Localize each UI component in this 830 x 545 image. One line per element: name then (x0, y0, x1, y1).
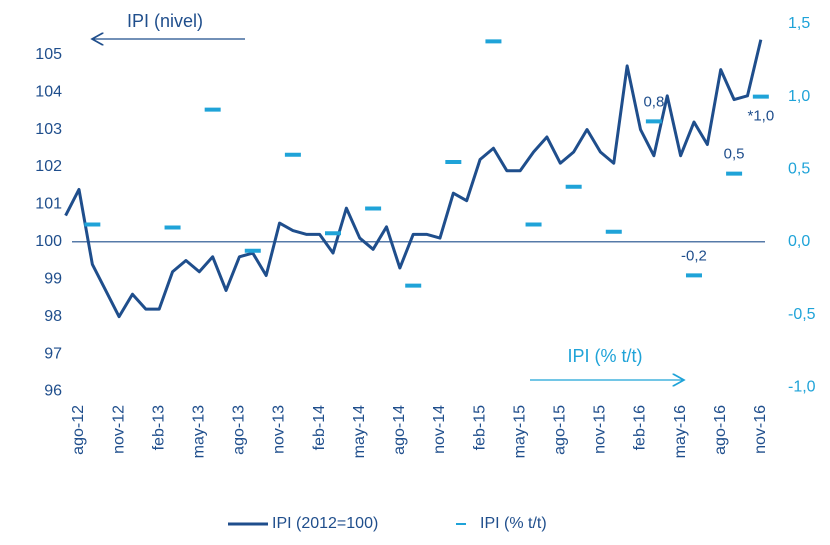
x-tick-label: may-14 (351, 405, 368, 458)
data-label: 0,5 (724, 146, 745, 163)
y-tick-label: 97 (44, 345, 62, 362)
data-label: -0,2 (681, 247, 707, 264)
x-tick-label: ago-14 (391, 405, 408, 455)
y2-tick-label: -0,5 (788, 306, 816, 323)
x-tick-label: ago-13 (231, 405, 248, 455)
line (64, 39, 763, 319)
y-tick-label: 101 (35, 196, 62, 213)
x-tick-label: ago-15 (552, 405, 569, 455)
x-tick-label: may-13 (191, 405, 208, 458)
x-tick-label: ago-16 (712, 405, 729, 455)
y-tick-label: 105 (35, 46, 62, 63)
x-tick-label: nov-16 (752, 405, 769, 454)
annotation: IPI (nivel) (127, 11, 203, 31)
data-label: *1,0 (747, 108, 774, 125)
y-tick-label: 104 (35, 83, 62, 100)
x-tick-label: may-15 (511, 405, 528, 458)
y2-tick-label: -1,0 (788, 379, 816, 396)
x-tick-label: nov-12 (110, 405, 127, 454)
y-tick-label: 102 (35, 158, 62, 175)
x-tick-label: ago-12 (70, 405, 87, 455)
x-tick-label: feb-13 (150, 405, 167, 450)
y-tick-label: 98 (44, 308, 62, 325)
y2-tick-label: 0,0 (788, 233, 810, 250)
legend-label: IPI (% t/t) (480, 515, 547, 532)
x-tick-label: nov-13 (271, 405, 288, 454)
annotation: IPI (% t/t) (567, 346, 642, 366)
legend-label: IPI (2012=100) (272, 515, 378, 532)
x-tick-label: nov-14 (431, 405, 448, 454)
x-tick-label: feb-15 (471, 405, 488, 450)
x-tick-label: may-16 (672, 405, 689, 458)
y2-tick-label: 1,0 (788, 88, 810, 105)
x-tick-label: feb-16 (632, 405, 649, 450)
y2-tick-label: 1,5 (788, 15, 810, 32)
y-tick-label: 100 (35, 233, 62, 250)
x-tick-label: feb-14 (311, 405, 328, 450)
y-tick-label: 103 (35, 121, 62, 138)
x-tick-label: nov-15 (592, 405, 609, 454)
data-label: 0,8 (643, 93, 664, 110)
y-tick-label: 96 (44, 383, 62, 400)
y-tick-label: 99 (44, 270, 62, 287)
y2-tick-label: 0,5 (788, 161, 810, 178)
